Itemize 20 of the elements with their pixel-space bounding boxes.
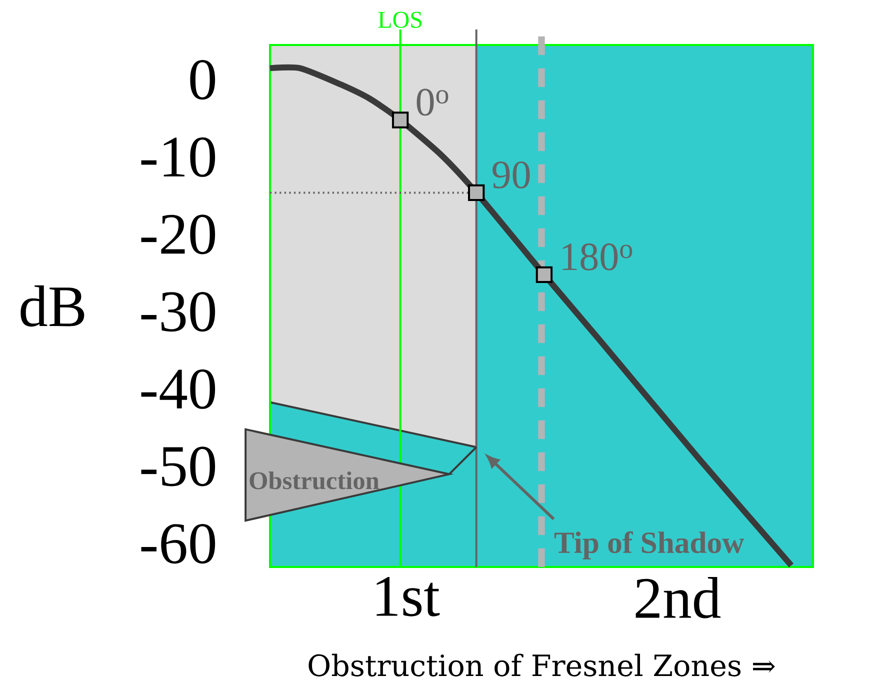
annotation: Obstruction [250, 471, 380, 490]
y-tick-label: -50 [141, 446, 216, 486]
x-tick-label: 2nd [636, 577, 721, 618]
y-tick-label: -20 [141, 214, 216, 254]
annotation: 90 [492, 161, 530, 188]
ref-line-label: LOS [378, 12, 422, 28]
x-tick-label: 1st [376, 577, 440, 616]
annotation: 180$^{o}$ [562, 243, 632, 270]
annotation: 0$^{o}$ [416, 88, 448, 116]
point [536, 266, 553, 283]
y-axis-title: dB [20, 285, 84, 327]
x-axis-title: Obstruction of Fresnel Zones ⇒ [308, 654, 775, 676]
y-tick-label: 0 [190, 60, 216, 100]
annotation: Tip of Shadow [554, 531, 744, 560]
y-tick-label: -40 [141, 369, 216, 409]
point [392, 112, 409, 128]
y-tick-label: -30 [141, 292, 216, 332]
y-tick-label: -10 [141, 137, 216, 177]
point [468, 184, 485, 202]
y-tick-label: -60 [141, 524, 216, 564]
